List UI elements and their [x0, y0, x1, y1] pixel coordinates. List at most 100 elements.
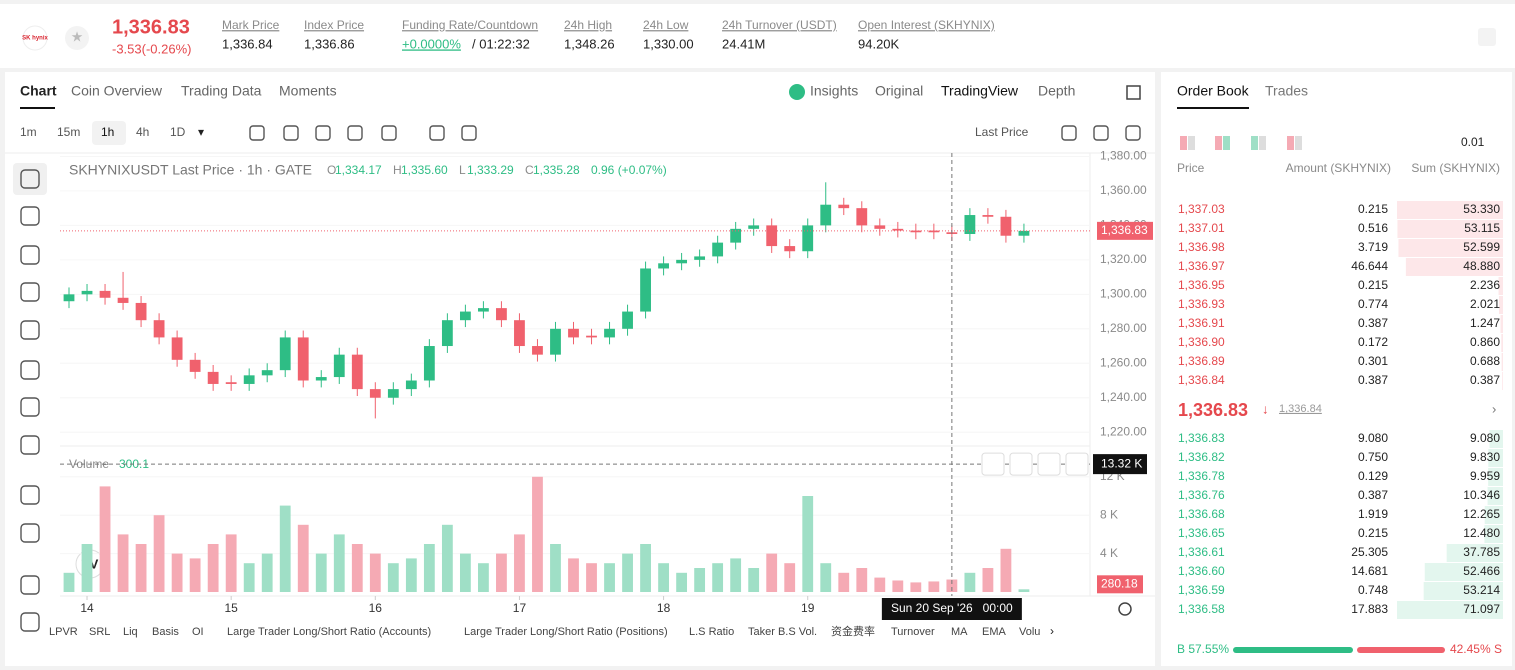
pane-button[interactable] — [1065, 452, 1089, 476]
toolbar-icon[interactable] — [461, 125, 477, 141]
drawing-tool[interactable] — [20, 575, 40, 595]
toolbar-icon[interactable] — [347, 125, 363, 141]
indicator[interactable]: OI — [192, 626, 204, 638]
book-sum: 1.247 — [1470, 316, 1500, 330]
view-tab[interactable]: Insights — [810, 83, 858, 99]
chart-tab[interactable]: Chart — [20, 83, 57, 99]
indicator[interactable]: MA — [951, 626, 968, 638]
drawing-tool[interactable] — [20, 169, 40, 189]
book-tab-underline — [1177, 107, 1249, 109]
indicator[interactable]: Large Trader Long/Short Ratio (Positions… — [464, 626, 668, 638]
expand-arrow[interactable]: › — [1492, 401, 1496, 416]
layout-icon[interactable] — [1251, 136, 1258, 150]
toolbar-icon[interactable] — [1125, 125, 1141, 141]
toolbar-icon[interactable] — [249, 125, 265, 141]
drawing-tool[interactable] — [20, 282, 40, 302]
indicator[interactable]: Liq — [123, 626, 138, 638]
chart-tab[interactable]: Coin Overview — [71, 83, 163, 99]
ohlc-key: L — [459, 163, 466, 177]
view-tab[interactable]: Depth — [1038, 83, 1075, 99]
stat-value: 24.41M — [722, 36, 765, 51]
favorite-button[interactable] — [65, 26, 89, 50]
ohlc-value: 1,335.60 — [401, 163, 448, 177]
toolbar-icon[interactable] — [381, 125, 397, 141]
toolbar-icon[interactable] — [429, 125, 445, 141]
drawing-tool[interactable] — [20, 206, 40, 226]
volume-value: 300.1 — [119, 457, 149, 471]
book-amount: 3.719 — [1358, 240, 1388, 254]
volume-bar — [63, 572, 75, 592]
interval[interactable]: 4h — [136, 125, 149, 139]
volume-bar — [982, 568, 994, 592]
drawing-tool[interactable] — [20, 397, 40, 417]
volume-bar — [766, 553, 778, 592]
drawing-tool[interactable] — [20, 360, 40, 380]
indicator[interactable]: SRL — [89, 626, 110, 638]
stat-value: / 01:22:32 — [472, 36, 530, 51]
view-tab[interactable]: TradingView — [941, 83, 1019, 99]
indicator[interactable]: Large Trader Long/Short Ratio (Accounts) — [227, 626, 431, 638]
indicator[interactable]: 资金费率 — [831, 624, 875, 638]
drawing-tool[interactable] — [20, 320, 40, 340]
interval[interactable]: 1D — [170, 125, 186, 139]
chart-tab[interactable]: Trading Data — [181, 83, 262, 99]
layout-icon[interactable] — [1295, 136, 1302, 150]
depth-bar — [1423, 582, 1503, 600]
indicator[interactable]: LPVR — [49, 626, 78, 638]
book-amount: 14.681 — [1351, 564, 1388, 578]
book-sum: 37.785 — [1463, 545, 1500, 559]
precision[interactable]: 0.01 — [1461, 135, 1485, 149]
pane-button[interactable] — [981, 452, 1005, 476]
toolbar-icon[interactable] — [1093, 125, 1109, 141]
interval[interactable]: 15m — [57, 125, 80, 139]
drawing-tool[interactable] — [20, 245, 40, 265]
book-amount: 46.644 — [1351, 259, 1388, 273]
toolbar-icon[interactable] — [283, 125, 299, 141]
pane-button[interactable] — [1009, 452, 1033, 476]
indicator-more[interactable]: › — [1050, 624, 1054, 638]
layout-icon[interactable] — [1223, 136, 1230, 150]
chart-tab[interactable]: Moments — [279, 83, 337, 99]
volume-bar — [225, 534, 237, 592]
indicator[interactable]: Basis — [152, 626, 179, 638]
drawing-tool[interactable] — [20, 435, 40, 455]
candle-body — [820, 204, 832, 226]
settings-icon[interactable] — [1118, 602, 1132, 616]
toolbar-icon[interactable] — [1061, 125, 1077, 141]
expand-icon[interactable] — [1126, 85, 1141, 100]
book-tab[interactable]: Trades — [1265, 83, 1308, 99]
candle-body — [1000, 216, 1012, 236]
candle-body — [135, 302, 147, 321]
indicator[interactable]: EMA — [982, 626, 1007, 638]
layout-icon[interactable] — [1215, 136, 1222, 150]
indicator[interactable]: Taker B.S Vol. — [748, 626, 817, 638]
layout-icon[interactable] — [1259, 136, 1266, 150]
logo-text: SK hynix — [22, 36, 48, 42]
indicator[interactable]: Volu — [1019, 626, 1040, 638]
layout-icon[interactable] — [1188, 136, 1195, 150]
drawing-tool[interactable] — [20, 523, 40, 543]
toolbar-icon[interactable] — [315, 125, 331, 141]
candle-body — [964, 215, 976, 235]
header-icon[interactable] — [1478, 28, 1496, 46]
interval[interactable]: 1h — [101, 125, 114, 139]
layout-icon[interactable] — [1287, 136, 1294, 150]
pane-button[interactable] — [1037, 452, 1061, 476]
drawing-tool[interactable] — [20, 612, 40, 632]
layout-icon[interactable] — [1180, 136, 1187, 150]
mark-price: 1,336.84 — [1279, 403, 1322, 415]
interval[interactable]: 1m — [20, 125, 37, 139]
candle-body — [514, 320, 525, 347]
candle-body — [423, 346, 435, 381]
price-source[interactable]: Last Price — [975, 125, 1029, 139]
indicator[interactable]: Turnover — [891, 626, 935, 638]
drawing-tool[interactable] — [20, 485, 40, 505]
view-tab[interactable]: Original — [875, 83, 923, 99]
book-amount: 0.748 — [1358, 583, 1388, 597]
book-tab[interactable]: Order Book — [1177, 83, 1250, 99]
y-tick-label: 1,220.00 — [1100, 424, 1147, 438]
indicator[interactable]: L.S Ratio — [689, 626, 734, 638]
dropdown[interactable]: ▾ — [198, 125, 204, 139]
volume-bar — [243, 563, 255, 592]
book-amount: 0.172 — [1358, 335, 1388, 349]
